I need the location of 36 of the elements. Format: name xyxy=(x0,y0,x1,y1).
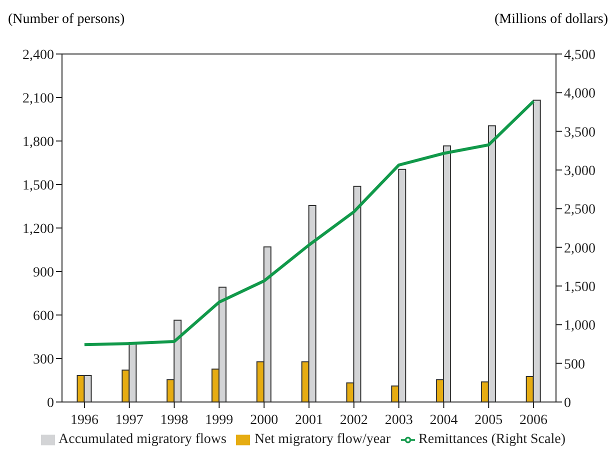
x-tick-label: 1996 xyxy=(70,412,98,428)
x-tick-label: 1998 xyxy=(160,412,188,428)
x-tick-label: 2002 xyxy=(340,412,368,428)
y2-tick-label: 4,000 xyxy=(564,86,596,102)
y-tick-label: 2,100 xyxy=(22,91,54,106)
y2-axis-title: (Millions of dollars) xyxy=(494,12,608,28)
x-tick-label: 2005 xyxy=(474,412,503,428)
y2-tick-label: 3,000 xyxy=(564,164,596,179)
y-tick-label: 0 xyxy=(47,396,54,411)
x-tick-label: 2000 xyxy=(250,412,278,428)
y2-tick-label: 0 xyxy=(564,396,571,411)
x-tick-label: 1997 xyxy=(115,412,144,428)
legend-label: Net migratory flow/year xyxy=(254,432,391,447)
y2-tick-label: 2,000 xyxy=(564,241,596,256)
line-series xyxy=(82,100,536,346)
x-tick-label: 1999 xyxy=(205,412,234,428)
x-tick-label: 2004 xyxy=(430,412,458,428)
y-tick-label: 1,800 xyxy=(22,134,54,150)
y2-tick-label: 3,500 xyxy=(564,125,596,140)
y2-tick-label: 2,500 xyxy=(564,202,596,218)
y-tick-label: 1,200 xyxy=(22,222,54,237)
y-tick-label: 1,500 xyxy=(22,178,54,194)
y2-tick-label: 4,500 xyxy=(564,48,596,63)
y2-tick-label: 500 xyxy=(564,357,585,372)
y-tick-label: 2,400 xyxy=(22,48,54,63)
y2-tick-label: 1,500 xyxy=(564,280,596,295)
y-tick-label: 600 xyxy=(33,308,54,324)
y-tick-label: 300 xyxy=(33,352,54,368)
y-axis-title: (Number of persons) xyxy=(8,12,125,28)
x-tick-label: 2003 xyxy=(384,412,413,428)
x-tick-label: 2001 xyxy=(295,412,323,428)
y2-tick-label: 1,000 xyxy=(564,318,596,334)
x-tick-label: 2006 xyxy=(520,412,548,428)
legend-label: Accumulated migratory flows xyxy=(58,432,226,447)
legend-label: Remittances (Right Scale) xyxy=(418,432,566,447)
y-tick-label: 900 xyxy=(33,265,54,280)
